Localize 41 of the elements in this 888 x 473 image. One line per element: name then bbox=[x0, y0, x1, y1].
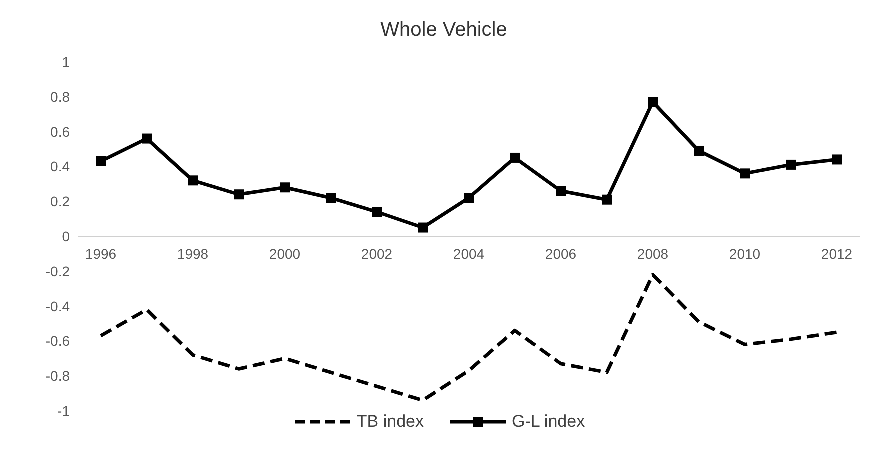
line-series bbox=[99, 273, 839, 402]
y-tick-label: -0.6 bbox=[46, 333, 70, 350]
point bbox=[234, 190, 244, 200]
point bbox=[280, 182, 290, 193]
x-tick-label: 2004 bbox=[453, 246, 485, 262]
point bbox=[142, 134, 152, 144]
point bbox=[326, 193, 336, 204]
x-tick-label: 2000 bbox=[269, 246, 301, 262]
y-tick-label: -1 bbox=[58, 402, 70, 419]
point bbox=[464, 193, 474, 204]
point bbox=[418, 222, 428, 233]
y-tick-label: 0.8 bbox=[50, 88, 70, 105]
x-tick-label: 1996 bbox=[85, 246, 117, 262]
y-tick-label: 0.2 bbox=[50, 194, 70, 210]
point bbox=[648, 97, 658, 108]
x-tick-label: 2012 bbox=[821, 246, 853, 262]
x-tick-label: 2002 bbox=[361, 246, 393, 262]
x-tick-label: 2010 bbox=[729, 246, 761, 262]
point bbox=[786, 160, 796, 170]
point bbox=[188, 176, 198, 186]
y-tick-label: -0.2 bbox=[46, 263, 70, 280]
point bbox=[832, 154, 842, 165]
y-tick-label: -0.8 bbox=[46, 368, 70, 384]
legend-label: TB index bbox=[356, 412, 424, 432]
point bbox=[372, 207, 382, 218]
point bbox=[96, 156, 106, 166]
y-tick-label: -0.4 bbox=[46, 298, 70, 314]
y-tick-label: 0.4 bbox=[50, 158, 70, 175]
y-tick-label: 0 bbox=[62, 228, 70, 244]
point bbox=[694, 146, 704, 156]
x-tick-label: 1998 bbox=[177, 246, 209, 262]
point bbox=[556, 186, 566, 196]
legend-label: G-L index bbox=[511, 412, 586, 432]
point bbox=[510, 152, 520, 163]
y-tick-label: 1 bbox=[62, 54, 70, 70]
point bbox=[602, 194, 612, 205]
point bbox=[740, 168, 750, 179]
chart-title: Whole Vehicle bbox=[380, 18, 508, 43]
x-tick-label: 2008 bbox=[637, 246, 669, 262]
y-tick-label: 0.6 bbox=[50, 124, 70, 140]
x-tick-label: 2006 bbox=[545, 246, 577, 262]
